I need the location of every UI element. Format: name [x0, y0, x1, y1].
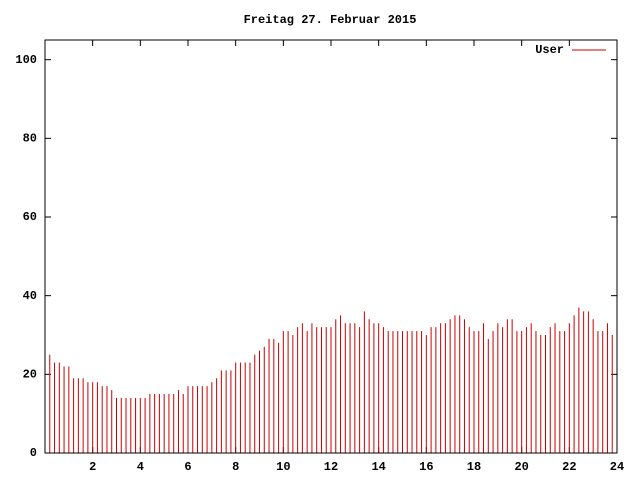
y-tick-label: 60 — [23, 210, 37, 224]
x-tick-label: 4 — [137, 460, 144, 474]
x-tick-label: 22 — [562, 460, 576, 474]
x-tick-label: 6 — [184, 460, 191, 474]
y-tick-label: 0 — [30, 446, 37, 460]
y-tick-label: 80 — [23, 132, 37, 146]
plot-border — [44, 39, 618, 454]
legend-label: User — [535, 43, 564, 57]
y-tick-label: 40 — [23, 289, 37, 303]
x-tick-label: 14 — [371, 460, 385, 474]
chart-title: Freitag 27. Februar 2015 — [244, 13, 417, 27]
x-tick-label: 2 — [89, 460, 96, 474]
x-tick-label: 10 — [276, 460, 290, 474]
y-tick-label: 20 — [23, 368, 37, 382]
x-tick-label: 16 — [419, 460, 433, 474]
x-tick-label: 12 — [324, 460, 338, 474]
x-tick-label: 18 — [467, 460, 481, 474]
x-tick-label: 8 — [232, 460, 239, 474]
y-tick-label: 100 — [15, 53, 37, 67]
x-tick-label: 24 — [610, 460, 624, 474]
x-tick-label: 20 — [514, 460, 528, 474]
